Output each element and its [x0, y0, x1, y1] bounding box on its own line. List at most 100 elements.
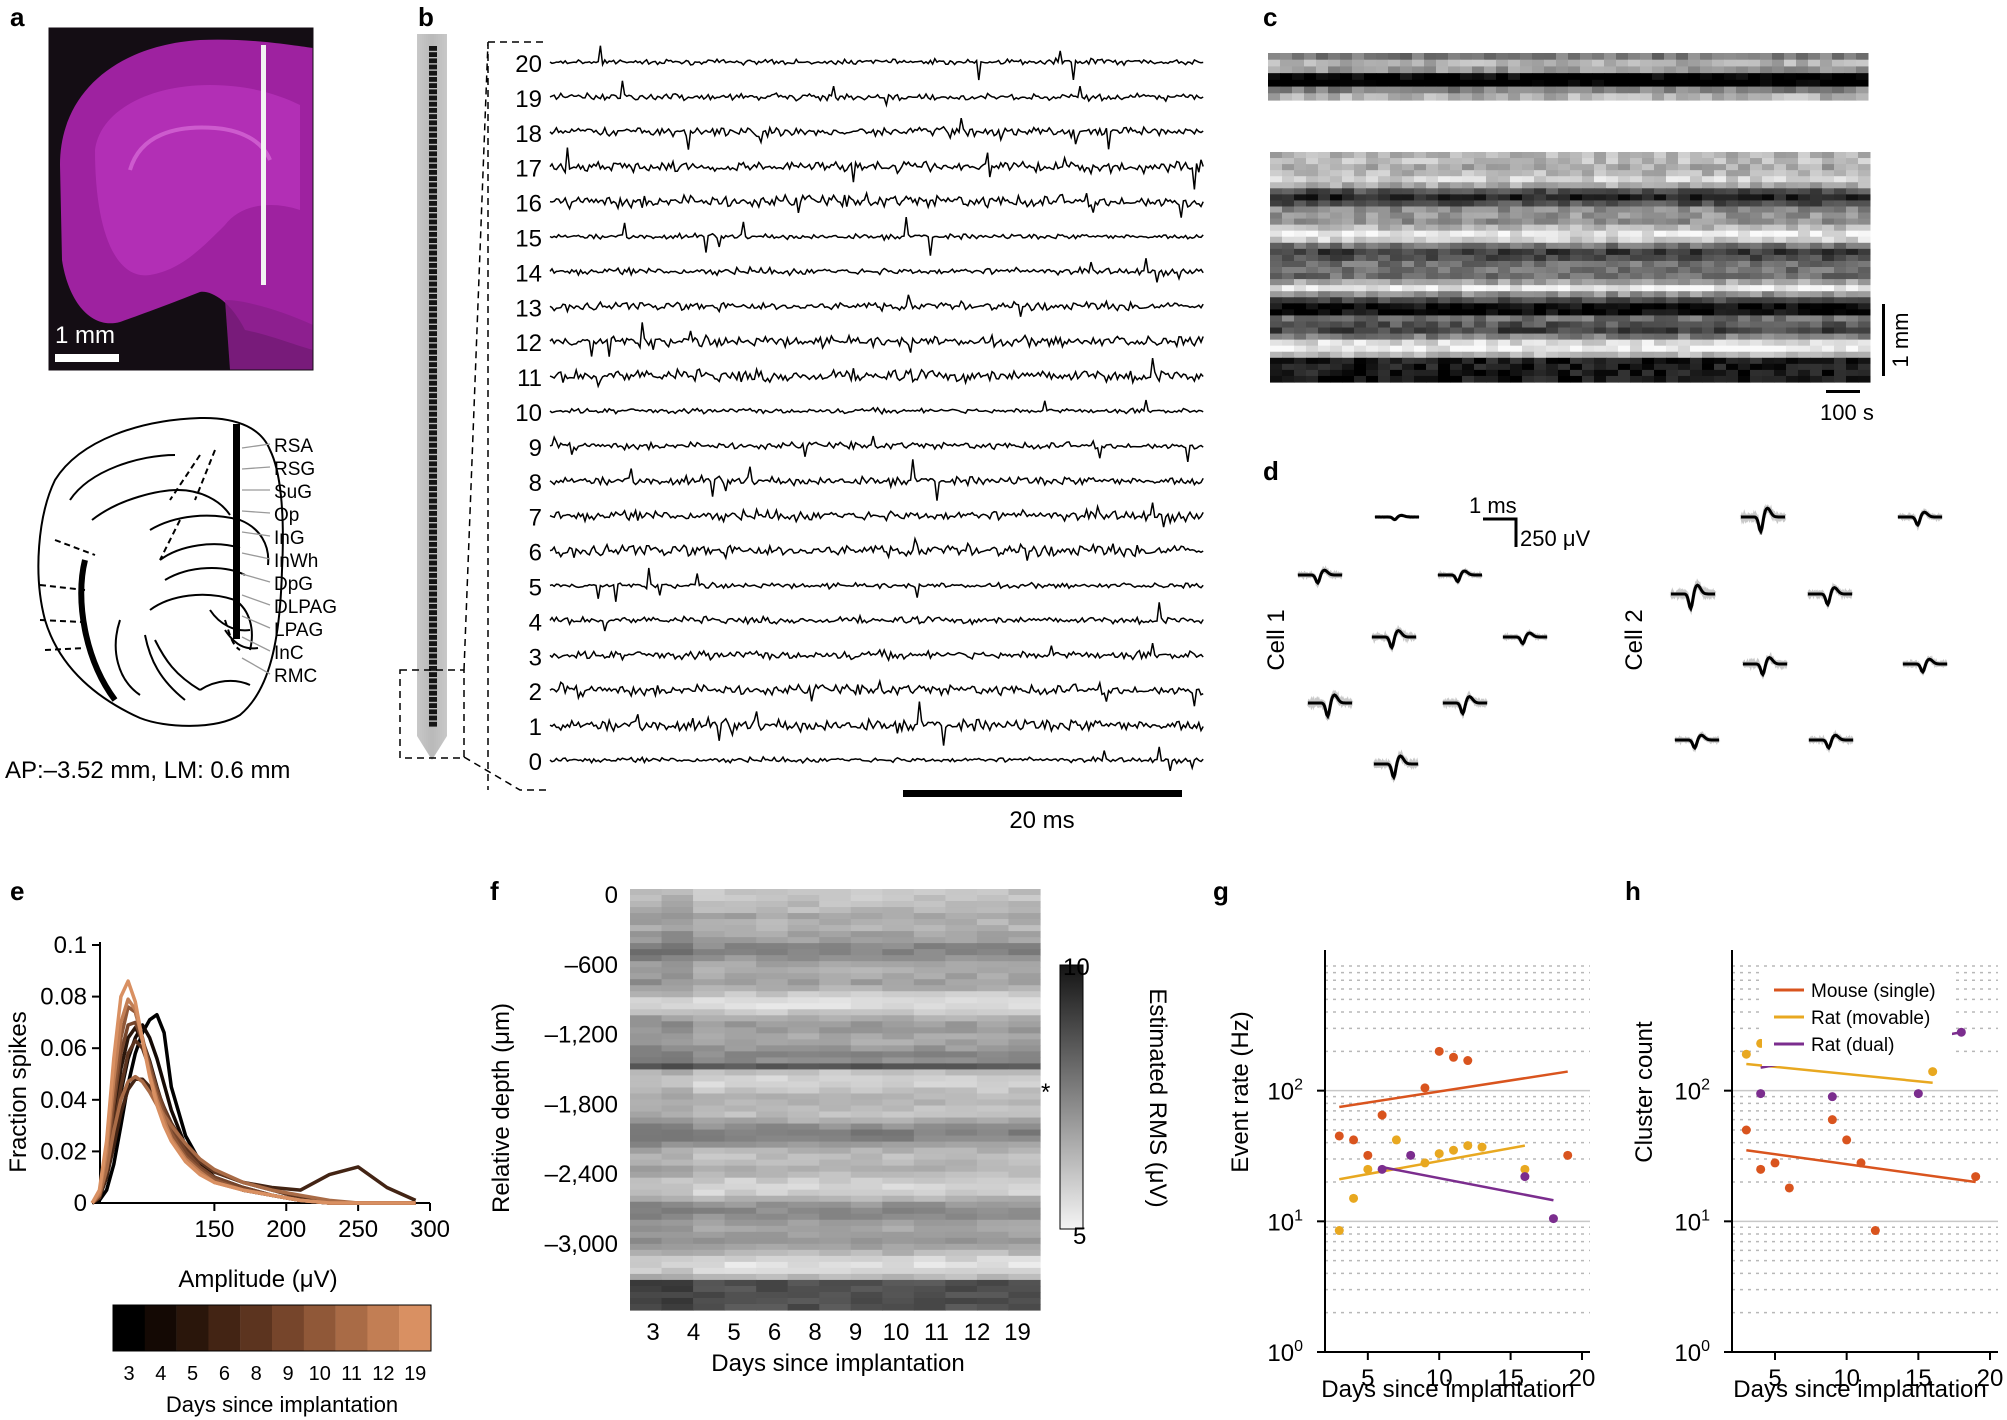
colorbar-swatch: [240, 1305, 273, 1351]
raster-cell: [1426, 321, 1439, 329]
heatmap-cell: [819, 1279, 852, 1287]
raster-cell: [1726, 182, 1739, 189]
region-label: RMC: [274, 666, 317, 687]
raster-cell: [1498, 345, 1511, 353]
raster-cell: [1282, 303, 1295, 310]
heatmap-cell: [976, 1297, 1010, 1305]
heatmap-cell: [850, 1099, 883, 1107]
raster-cell: [1366, 242, 1379, 250]
raster-cell: [1606, 248, 1619, 256]
raster-cell: [1762, 152, 1775, 159]
raster-cell: [1438, 369, 1451, 377]
raster-cell: [1750, 375, 1763, 383]
raster-cell: [1654, 375, 1667, 383]
raster-cell: [1604, 86, 1617, 94]
raster-cell: [1306, 363, 1319, 371]
raster-cell: [1498, 327, 1511, 335]
raster-cell: [1582, 152, 1595, 159]
raster-cell: [1846, 236, 1859, 244]
recording-site: [429, 101, 437, 107]
heatmap-cell: [819, 1267, 852, 1275]
colorbar-label: 8: [251, 1363, 262, 1385]
raster-cell: [1738, 375, 1751, 383]
raster-cell: [1798, 236, 1811, 244]
recording-site: [429, 58, 437, 64]
raster-cell: [1714, 345, 1727, 353]
raster-cell: [1678, 200, 1691, 208]
raster-cell: [1534, 309, 1547, 317]
raster-cell: [1378, 285, 1391, 292]
heatmap-cell: [882, 913, 915, 920]
raster-cell: [1306, 188, 1319, 195]
heatmap-cell: [661, 955, 694, 962]
raster-cell: [1366, 182, 1379, 189]
raster-cell: [1414, 297, 1427, 304]
heatmap-cell: [661, 949, 694, 956]
raster-cell: [1738, 303, 1751, 310]
heatmap-cell: [787, 1081, 820, 1089]
raster-cell: [1330, 158, 1343, 165]
raster-cell: [1702, 351, 1715, 359]
recording-site: [429, 188, 437, 194]
raster-cell: [1304, 59, 1317, 68]
raster-cell: [1580, 86, 1593, 94]
heatmap-cell: [1008, 949, 1041, 956]
heatmap-cell: [945, 1255, 978, 1263]
heatmap-cell: [882, 1063, 915, 1071]
raster-cell: [1522, 297, 1535, 304]
raster-cell: [1604, 53, 1617, 61]
raster-cell: [1486, 254, 1499, 262]
x-tick-label: 20: [1569, 1365, 1596, 1392]
raster-cell: [1522, 152, 1535, 159]
colorbar-title: Days since implantation: [166, 1392, 398, 1417]
raster-cell: [1354, 212, 1367, 220]
raster-cell: [1858, 212, 1871, 220]
y-tick-base: 10: [1267, 1209, 1294, 1236]
raster-cell: [1534, 254, 1547, 262]
raster-cell: [1616, 73, 1629, 81]
raster-cell: [1462, 333, 1475, 341]
raster-cell: [1282, 375, 1295, 383]
raster-cell: [1760, 53, 1773, 61]
raster-cell: [1846, 369, 1859, 377]
raster-cell: [1666, 273, 1679, 280]
trace-channel: [549, 45, 1204, 81]
raster-cell: [1630, 218, 1643, 226]
raster-cell: [1400, 93, 1413, 101]
raster-cell: [1654, 200, 1667, 208]
raster-cell: [1726, 188, 1739, 195]
raster-cell: [1702, 236, 1715, 244]
fit-line: [1339, 1070, 1568, 1109]
raster-cell: [1750, 351, 1763, 359]
raster-cell: [1822, 182, 1835, 189]
raster-cell: [1618, 242, 1631, 250]
raster-cell: [1616, 93, 1629, 101]
raster-cell: [1390, 345, 1403, 353]
heatmap-cell: [976, 985, 1010, 992]
heatmap-cell: [882, 1195, 915, 1203]
raster-cell: [1712, 59, 1725, 68]
raster-cell: [1676, 53, 1689, 61]
raster-cell: [1580, 53, 1593, 61]
raster-cell: [1352, 73, 1365, 81]
raster-cell: [1306, 230, 1319, 238]
raster-cell: [1270, 369, 1283, 377]
heatmap-cell: [1008, 1273, 1041, 1281]
heatmap-cell: [1008, 1021, 1041, 1028]
heatmap-cell: [661, 997, 694, 1004]
raster-cell: [1390, 158, 1403, 165]
raster-cell: [1738, 230, 1751, 238]
raster-cell: [1582, 363, 1595, 371]
recording-site: [429, 535, 437, 541]
raster-cell: [1618, 230, 1631, 238]
raster-cell: [1498, 291, 1511, 298]
heatmap-cell: [693, 1093, 726, 1101]
raster-cell: [1582, 224, 1595, 232]
heatmap-cell: [693, 1135, 726, 1143]
raster-cell: [1330, 327, 1343, 335]
raster-cell: [1594, 303, 1607, 310]
raster-cell: [1774, 279, 1787, 286]
heatmap-cell: [945, 967, 978, 974]
heatmap-cell: [819, 1153, 852, 1161]
heatmap-cell: [976, 1159, 1010, 1167]
